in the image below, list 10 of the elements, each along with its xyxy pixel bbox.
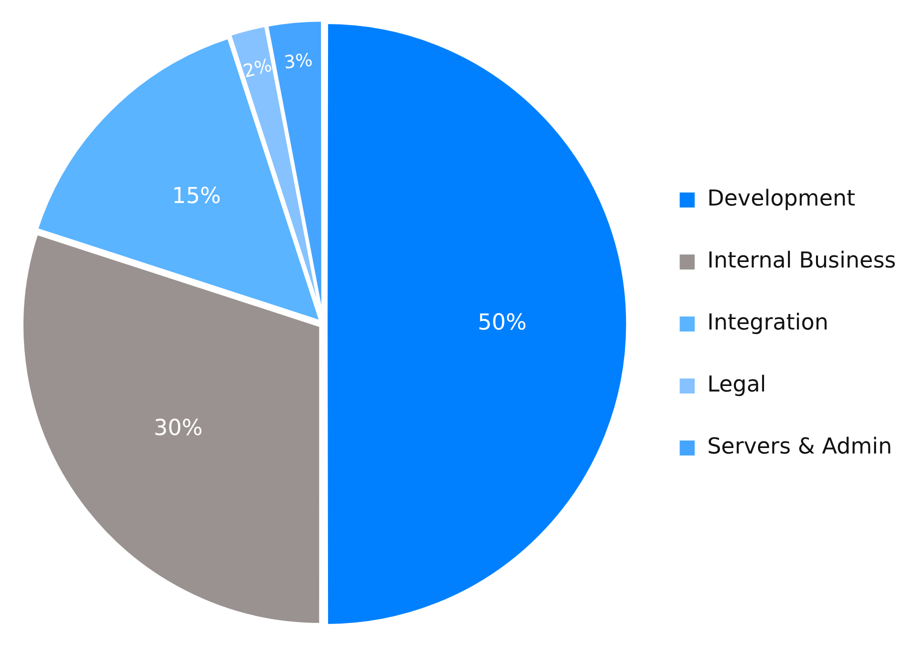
legend-label: Legal (707, 372, 766, 398)
data-label: 15% (172, 184, 221, 210)
data-label: 50% (478, 310, 527, 336)
legend-label: Servers & Admin (707, 434, 892, 460)
data-label: 3% (283, 50, 314, 74)
legend-label: Integration (707, 310, 828, 336)
data-label: 2% (241, 55, 274, 82)
legend-label: Internal Business (707, 248, 896, 274)
data-label: 30% (154, 416, 203, 441)
legend-label: Development (707, 186, 856, 212)
